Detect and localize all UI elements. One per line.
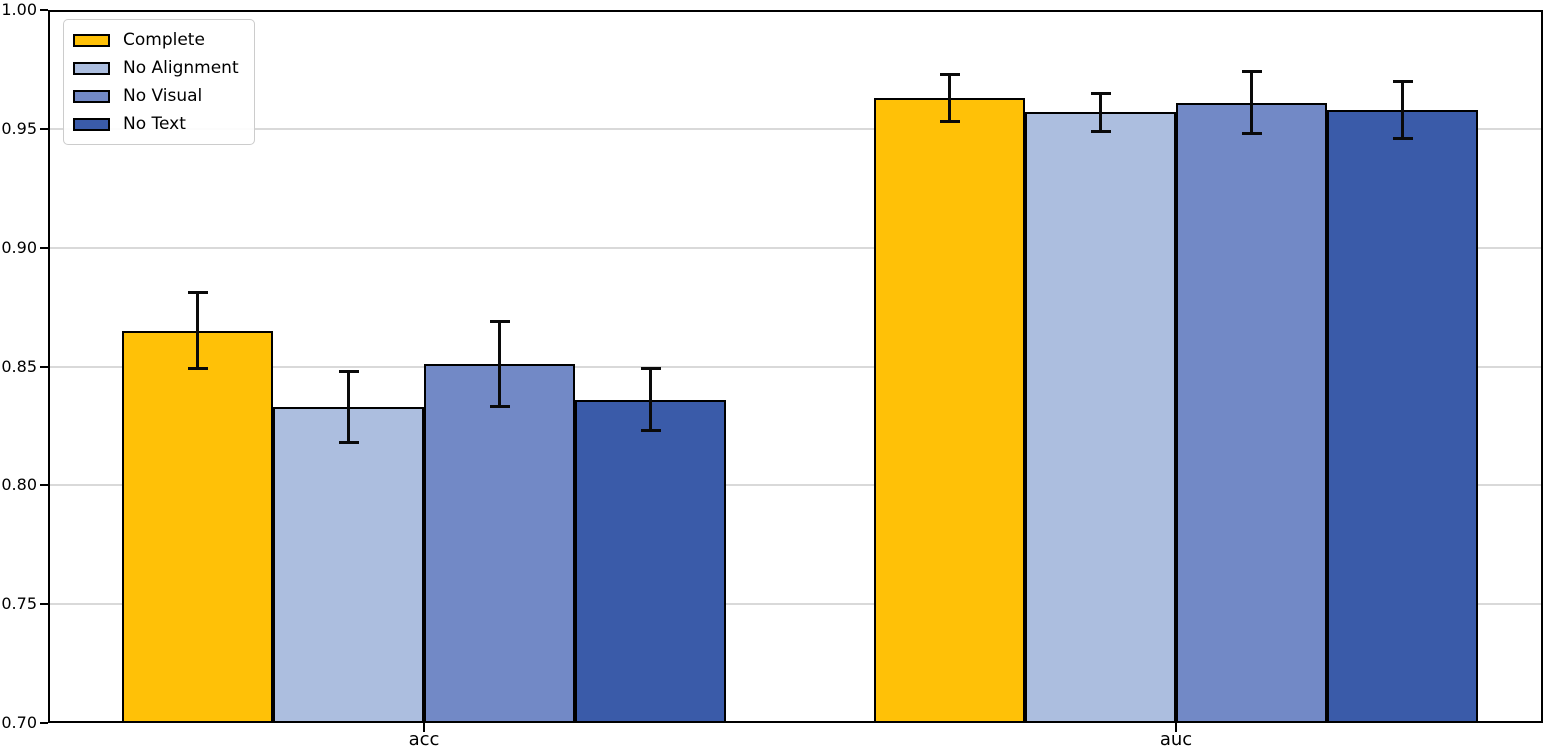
- y-tick-mark-0.85: [40, 365, 48, 368]
- x-tick-label-acc: acc: [408, 729, 440, 750]
- gridline-0.90: [48, 246, 1543, 249]
- bar-no-visual-auc: [1176, 102, 1327, 723]
- error-bar-stem-no-alignment-auc: [1099, 93, 1102, 132]
- y-tick-mark-0.90: [40, 246, 48, 249]
- legend-item-no-visual: No Visual: [73, 82, 244, 110]
- error-bar-stem-no-visual-acc: [498, 321, 501, 407]
- y-tick-mark-0.75: [40, 603, 48, 606]
- y-tick-label-1.00: 1.00: [1, 0, 37, 19]
- legend-label-no-text: No Text: [123, 114, 186, 134]
- error-bar-cap-top-no-text-acc: [640, 367, 661, 371]
- bar-no-alignment-acc: [273, 406, 424, 723]
- error-bar-cap-bottom-no-visual-acc: [489, 405, 510, 409]
- error-bar-cap-top-complete-auc: [939, 72, 960, 76]
- x-tick-mark-acc: [423, 723, 425, 732]
- y-tick-label-0.90: 0.90: [1, 237, 37, 257]
- legend: Complete No Alignment No Visual No Text: [63, 19, 255, 145]
- error-bar-cap-bottom-no-text-acc: [640, 429, 661, 433]
- y-tick-mark-1.00: [40, 9, 48, 11]
- y-tick-mark-0.95: [40, 127, 48, 130]
- gridline-0.80: [48, 484, 1543, 487]
- legend-label-no-visual: No Visual: [123, 86, 203, 106]
- error-bar-cap-top-no-alignment-acc: [338, 369, 359, 373]
- legend-swatch-no-visual: [73, 89, 110, 103]
- bar-complete-acc: [122, 330, 273, 723]
- y-tick-label-0.70: 0.70: [1, 713, 37, 732]
- legend-item-no-text: No Text: [73, 110, 244, 138]
- y-tick-label-0.80: 0.80: [1, 475, 37, 495]
- error-bar-cap-top-no-visual-acc: [489, 319, 510, 323]
- error-bar-stem-no-text-auc: [1401, 81, 1404, 139]
- x-tick-label-auc: auc: [1159, 729, 1193, 750]
- plot-area: [48, 10, 1543, 723]
- error-bar-stem-complete-acc: [196, 292, 199, 369]
- error-bar-cap-bottom-complete-auc: [939, 120, 960, 124]
- gridline-0.85: [48, 365, 1543, 368]
- error-bar-stem-complete-auc: [948, 74, 951, 122]
- legend-swatch-complete: [73, 33, 110, 47]
- error-bar-cap-bottom-no-text-auc: [1392, 136, 1413, 140]
- legend-label-complete: Complete: [123, 30, 205, 50]
- error-bar-cap-bottom-complete-acc: [187, 367, 208, 371]
- error-bar-cap-top-no-text-auc: [1392, 79, 1413, 83]
- error-bar-stem-no-visual-auc: [1250, 71, 1253, 134]
- gridline-0.75: [48, 603, 1543, 606]
- bar-no-visual-acc: [424, 364, 575, 723]
- error-bar-cap-top-no-alignment-auc: [1090, 91, 1111, 95]
- legend-swatch-no-text: [73, 117, 110, 131]
- bar-no-text-auc: [1327, 109, 1478, 723]
- y-tick-label-0.95: 0.95: [1, 118, 37, 138]
- gridline-0.95: [48, 127, 1543, 130]
- error-bar-cap-top-complete-acc: [187, 291, 208, 295]
- legend-item-no-alignment: No Alignment: [73, 54, 244, 82]
- error-bar-cap-bottom-no-alignment-auc: [1090, 129, 1111, 133]
- error-bar-stem-no-alignment-acc: [347, 371, 350, 443]
- error-bar-cap-bottom-no-visual-auc: [1241, 132, 1262, 136]
- y-tick-mark-0.80: [40, 484, 48, 487]
- y-tick-label-0.85: 0.85: [1, 356, 37, 376]
- error-bar-cap-top-no-visual-auc: [1241, 70, 1262, 74]
- error-bar-cap-bottom-no-alignment-acc: [338, 441, 359, 445]
- y-tick-mark-0.70: [40, 722, 48, 724]
- legend-label-no-alignment: No Alignment: [123, 58, 239, 78]
- bar-no-alignment-auc: [1025, 112, 1176, 723]
- x-tick-mark-auc: [1175, 723, 1177, 732]
- legend-item-complete: Complete: [73, 26, 244, 54]
- bar-no-text-acc: [575, 399, 726, 723]
- y-tick-label-0.75: 0.75: [1, 594, 37, 614]
- bar-complete-auc: [874, 97, 1025, 723]
- legend-swatch-no-alignment: [73, 61, 110, 75]
- error-bar-stem-no-text-acc: [649, 368, 652, 431]
